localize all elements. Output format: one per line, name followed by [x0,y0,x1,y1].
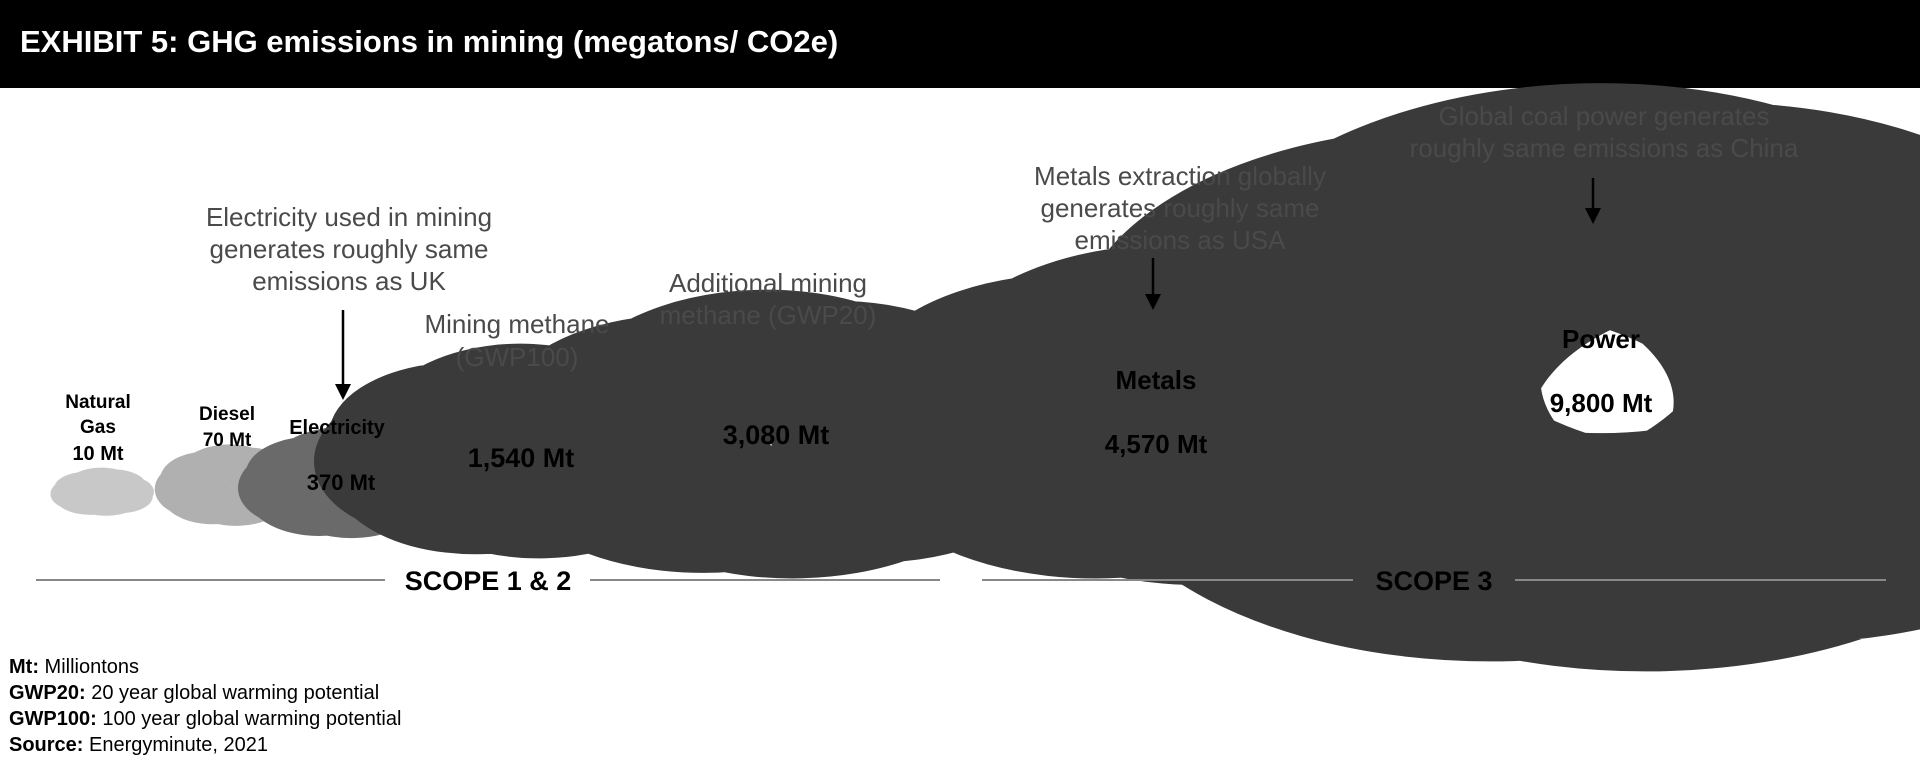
power-label: Power [1562,324,1640,354]
metals-arrow [1145,258,1161,310]
electricity-annotation-2: generates roughly same [210,234,489,264]
electricity-arrow [335,310,351,400]
scope-3-label: SCOPE 3 [1375,566,1492,596]
footnote-mt: Mt: Milliontons [9,654,401,680]
footnote-term: GWP100: [9,708,97,730]
footnote-gwp100: GWP100: 100 year global warming potentia… [9,706,401,732]
metals-value: 4,570 Mt [1105,429,1208,459]
power-cloud [1355,258,1859,496]
power-annotation-2: roughly same emissions as China [1410,133,1799,163]
natural-gas-label-2: Gas [80,417,116,438]
power-arrow [1585,178,1601,224]
electricity-annotation-3: emissions as UK [252,266,446,296]
footnote-term: Source: [9,734,84,756]
mining-methane-caption-1: Mining methane [425,309,610,339]
mining-methane-value: 1,540 Mt [468,443,575,473]
metals-annotation-1: Metals extraction globally [1034,161,1326,191]
natural-gas-cloud [77,481,128,503]
footnote-text: Energyminute, 2021 [83,734,269,756]
electricity-annotation-1: Electricity used in mining [206,202,492,232]
page-title: EXHIBIT 5: GHG emissions in mining (mega… [20,24,839,59]
natural-gas-label-1: Natural [65,392,130,413]
footnote-source: Source: Energyminute, 2021 [9,732,401,758]
scope-3-divider: SCOPE 3 [982,566,1886,596]
footnote-text: Milliontons [38,656,140,678]
footnote-text: 20 year global warming potential [85,682,380,704]
electricity-label: Electricity [289,417,385,439]
diesel-label: Diesel [199,404,255,425]
additional-methane-caption-1: Additional mining [669,268,867,298]
footnote-term: GWP20: [9,682,86,704]
footnote-gwp20: GWP20: 20 year global warming potential [9,680,401,706]
footnote-term: Mt: [9,656,39,678]
natural-gas-value: 10 Mt [72,443,123,465]
scope-1-2-divider: SCOPE 1 & 2 [36,566,940,596]
diesel-value: 70 Mt [203,430,252,451]
additional-methane-value: 3,080 Mt [723,420,830,450]
header-bar: EXHIBIT 5: GHG emissions in mining (mega… [0,0,1920,88]
additional-methane-caption-2: methane (GWP20) [660,300,877,330]
footnotes: Mt: Milliontons GWP20: 20 year global wa… [9,654,401,758]
scope-1-2-label: SCOPE 1 & 2 [405,566,572,596]
metals-annotation-3: emissions as USA [1075,225,1287,255]
metals-label: Metals [1116,365,1197,395]
electricity-value: 370 Mt [307,470,376,495]
mining-methane-caption-2: (GWP100) [456,342,579,372]
footnote-text: 100 year global warming potential [96,708,402,730]
metals-annotation-2: generates roughly same [1041,193,1320,223]
power-value: 9,800 Mt [1550,388,1653,418]
power-annotation-1: Global coal power generates [1439,101,1770,131]
